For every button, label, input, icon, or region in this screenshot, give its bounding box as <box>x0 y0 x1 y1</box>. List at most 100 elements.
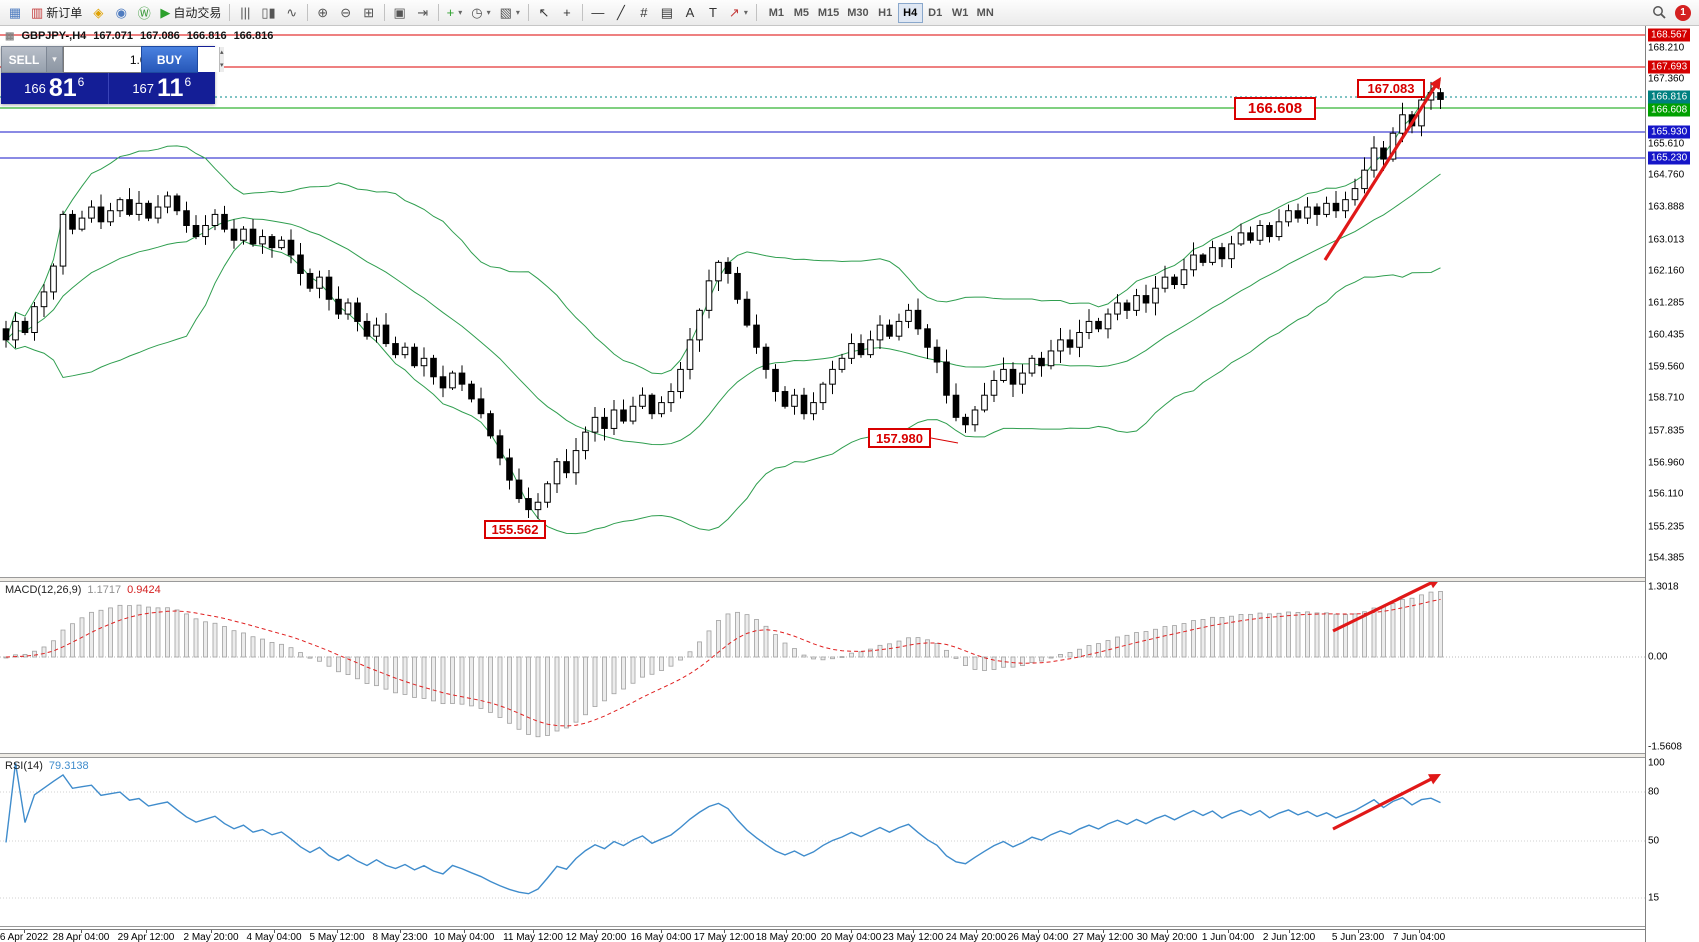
price-axis-label: 156.960 <box>1648 457 1685 469</box>
rsi-axis-label: 15 <box>1648 892 1660 904</box>
arrows-tool-icon[interactable]: ↗ ▾ <box>725 2 752 24</box>
time-axis-label: 20 May 04:00 <box>820 932 882 942</box>
trade-options-dropdown[interactable]: ▾ <box>47 46 63 73</box>
rsi-name: RSI(14) <box>5 760 43 772</box>
timeframe-w1[interactable]: W1 <box>951 6 969 19</box>
bollinger-band-line <box>5 173 1441 446</box>
crosshair-icon[interactable]: + <box>556 2 578 24</box>
buy-price-big: 11 <box>157 74 184 102</box>
templates-icon: ▧ <box>499 4 512 20</box>
timeframe-h1[interactable]: H1 <box>878 6 893 19</box>
autotrading-button[interactable]: ▶ 自动交易 <box>156 2 225 24</box>
trendline-tool-icon[interactable]: ╱ <box>610 2 632 24</box>
timeframe-d1[interactable]: D1 <box>928 6 943 19</box>
search-icon[interactable] <box>1652 5 1667 20</box>
time-tick <box>913 930 914 933</box>
fibonacci-tool-icon: # <box>640 5 648 20</box>
new-order-button[interactable]: ▥ 新订单 <box>27 2 86 24</box>
trend-arrow-head <box>1429 77 1441 90</box>
buy-button[interactable]: BUY <box>141 46 198 73</box>
cursor-icon[interactable]: ↖ <box>533 2 555 24</box>
channels-tool-icon: ▤ <box>660 4 674 20</box>
price-callout-167083[interactable]: 167.083 <box>1357 79 1425 98</box>
rsi-line <box>5 762 1441 895</box>
text-tool-icon[interactable]: A <box>679 2 701 24</box>
arrange-windows-icon[interactable]: ▣ <box>389 2 411 24</box>
ohlc-low: 166.816 <box>186 30 227 42</box>
buy-price-prefix: 167 <box>132 81 155 96</box>
price-axis[interactable]: 168.567 168.210 167.693 167.360 166.816 166.6… <box>1645 26 1699 942</box>
chart-window-icon[interactable]: ▦ <box>4 2 26 24</box>
time-axis-label: 27 May 12:00 <box>1072 932 1134 942</box>
time-tick <box>211 930 212 933</box>
time-axis-label: 30 May 20:00 <box>1136 932 1198 942</box>
toolbar-separator <box>581 4 583 21</box>
chevron-down-icon: ▾ <box>458 8 463 17</box>
time-tick <box>1419 930 1420 933</box>
periods-icon[interactable]: ◷ ▾ <box>467 2 494 24</box>
candlestick-chart-icon[interactable]: ▯▮ <box>257 2 279 24</box>
price-axis-label: 157.835 <box>1648 425 1685 437</box>
timeframe-m5[interactable]: M5 <box>793 6 809 19</box>
trade-panel-prices: 166 81 6 167 11 6 <box>1 73 215 104</box>
text-tool-icon: A <box>685 5 695 20</box>
time-axis-label: 11 May 12:00 <box>503 932 563 942</box>
hline-tool-icon[interactable]: — <box>587 2 609 24</box>
zoom-out-icon[interactable]: ⊖ <box>335 2 357 24</box>
volume-increase-icon[interactable]: ▴ <box>220 49 224 57</box>
price-callout-166608[interactable]: 166.608 <box>1234 97 1316 120</box>
panel-splitter <box>0 577 1645 581</box>
time-tick <box>851 930 852 933</box>
price-callout-155562[interactable]: 155.562 <box>484 520 546 539</box>
line-chart-icon[interactable]: ∿ <box>281 2 303 24</box>
chart-canvas[interactable] <box>0 26 1645 942</box>
sell-price[interactable]: 166 81 6 <box>1 73 109 104</box>
time-tick <box>81 930 82 933</box>
time-axis-label: 17 May 12:00 <box>693 932 755 942</box>
periods-icon: ◷ <box>471 4 483 20</box>
time-axis-label: 10 May 04:00 <box>433 932 495 942</box>
fibonacci-tool-icon[interactable]: # <box>633 2 655 24</box>
time-axis-label: 16 May 04:00 <box>630 932 692 942</box>
channels-tool-icon[interactable]: ▤ <box>656 2 678 24</box>
bar-chart-icon[interactable]: ||| <box>234 2 256 24</box>
price-callout-157980[interactable]: 157.980 <box>868 428 931 448</box>
bar-chart-icon: ||| <box>240 5 251 20</box>
label-tool-icon[interactable]: T <box>702 2 724 24</box>
toolbar-separator <box>229 4 231 21</box>
volume-decrease-icon[interactable]: ▾ <box>220 61 224 69</box>
tile-windows-icon[interactable]: ⊞ <box>358 2 380 24</box>
macd-histogram <box>3 591 1443 738</box>
notifications-badge[interactable]: 1 <box>1675 4 1691 21</box>
timeframe-h4[interactable]: H4 <box>897 2 923 23</box>
profiles-icon[interactable]: ◈ <box>87 2 109 24</box>
trend-arrow-head <box>1428 774 1441 785</box>
templates-icon[interactable]: ▧ ▾ <box>496 2 524 24</box>
zoom-in-icon[interactable]: ⊕ <box>312 2 334 24</box>
time-axis-label: 26 May 04:00 <box>1007 932 1069 942</box>
timeframe-m30[interactable]: M30 <box>847 6 869 19</box>
sell-button[interactable]: SELL <box>1 46 47 73</box>
price-axis-label: 162.160 <box>1648 265 1685 277</box>
indicators-icon[interactable]: + ▾ <box>443 2 467 24</box>
sell-price-prefix: 166 <box>24 81 46 96</box>
bollinger-band-line <box>5 240 1441 535</box>
price-axis-label: 167.360 <box>1648 73 1685 85</box>
timeframe-m1[interactable]: M1 <box>768 6 784 19</box>
ohlc-close: 166.816 <box>233 30 274 42</box>
timeframe-m15[interactable]: M15 <box>817 6 840 19</box>
zoom-out-icon: ⊖ <box>340 4 352 20</box>
web-icon[interactable]: Ⓦ <box>133 2 155 24</box>
time-axis-label: 24 May 20:00 <box>945 932 1007 942</box>
chart-shift-icon[interactable]: ⇥ <box>412 2 434 24</box>
rsi-label: RSI(14) 79.3138 <box>5 760 89 772</box>
time-axis[interactable]: 6 Apr 2022 28 Apr 04:00 29 Apr 12:00 2 May … <box>0 929 1645 942</box>
time-tick <box>1103 930 1104 933</box>
panel-splitter <box>0 753 1645 757</box>
price-axis-label: 160.435 <box>1648 329 1685 341</box>
buy-price[interactable]: 167 11 6 <box>109 73 216 104</box>
timeframe-mn[interactable]: MN <box>976 6 994 19</box>
price-axis-label: 159.560 <box>1648 361 1685 373</box>
sell-price-sup: 6 <box>77 74 85 89</box>
community-icon[interactable]: ◉ <box>110 2 132 24</box>
